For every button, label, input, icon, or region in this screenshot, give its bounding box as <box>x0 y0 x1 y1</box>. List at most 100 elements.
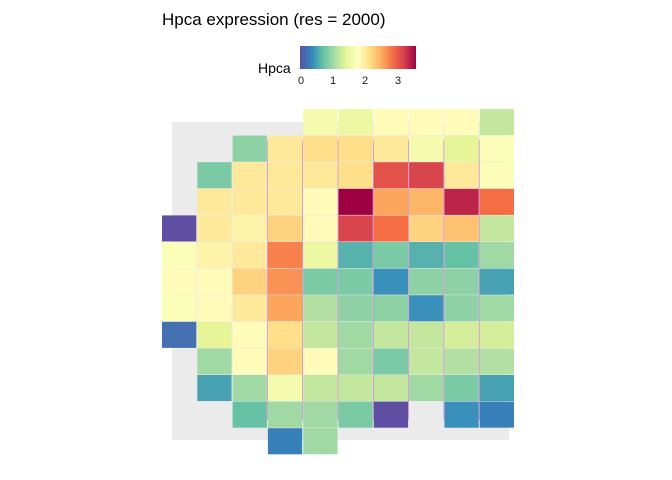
chart-title: Hpca expression (res = 2000) <box>162 10 386 29</box>
heatmap-tile <box>197 321 232 348</box>
heatmap-tile <box>373 242 409 269</box>
heatmap-tile <box>373 215 409 242</box>
heatmap-tile <box>479 135 514 162</box>
heatmap-tile <box>409 375 444 402</box>
heatmap-tile <box>162 321 197 348</box>
heatmap-tile <box>232 401 267 428</box>
heatmap-tile <box>303 321 338 348</box>
heatmap-tile <box>267 162 303 189</box>
heatmap-tile <box>267 268 303 295</box>
legend-title: Hpca <box>258 60 291 76</box>
heatmap-tile <box>444 295 479 322</box>
heatmap-tile <box>197 242 232 269</box>
heatmap-tile <box>444 215 479 242</box>
heatmap-tile <box>373 162 409 189</box>
heatmap-tile <box>232 215 267 242</box>
heatmap-tile <box>162 242 197 269</box>
heatmap-tile <box>197 375 232 402</box>
heatmap-tile <box>444 268 479 295</box>
heatmap-tile <box>338 295 373 322</box>
heatmap-tile <box>303 162 338 189</box>
heatmap-tile <box>197 295 232 322</box>
heatmap-tile <box>409 215 444 242</box>
heatmap-tile <box>444 135 479 162</box>
heatmap-tile <box>303 375 338 402</box>
heatmap-tile <box>338 242 373 269</box>
heatmap-tile <box>338 135 373 162</box>
legend-colorbar <box>300 46 416 69</box>
heatmap-tile <box>232 135 267 162</box>
heatmap-tile <box>267 215 303 242</box>
heatmap-tile <box>197 215 232 242</box>
heatmap-tile <box>479 348 514 375</box>
heatmap-tile <box>409 295 444 322</box>
legend-tick-label: 2 <box>361 75 369 87</box>
heatmap-tile <box>232 348 267 375</box>
heatmap-tile <box>232 295 267 322</box>
heatmap-tile <box>373 135 409 162</box>
heatmap-tile <box>162 215 197 242</box>
heatmap-tile <box>373 348 409 375</box>
heatmap-tile <box>479 188 514 215</box>
heatmap-tile <box>373 188 409 215</box>
legend: Hpca 0 1 2 3 <box>258 44 428 94</box>
heatmap-tile <box>373 375 409 402</box>
heatmap-tile <box>409 135 444 162</box>
heatmap-tile <box>303 188 338 215</box>
heatmap-tile <box>338 348 373 375</box>
heatmap-tile <box>303 135 338 162</box>
heatmap-tile <box>197 188 232 215</box>
legend-tick-label: 0 <box>297 75 305 87</box>
heatmap-tile <box>479 268 514 295</box>
heatmap-tile <box>197 268 232 295</box>
heatmap-tile <box>197 348 232 375</box>
heatmap-tile <box>267 375 303 402</box>
heatmap-tile <box>479 242 514 269</box>
heatmap-tile <box>303 268 338 295</box>
heatmap-tile <box>444 162 479 189</box>
heatmap-tile <box>444 109 479 136</box>
heatmap-tile <box>232 321 267 348</box>
heatmap-tile <box>197 162 232 189</box>
heatmap-tile <box>338 321 373 348</box>
heatmap-tile <box>303 215 338 242</box>
heatmap-tile <box>303 348 338 375</box>
heatmap-tile <box>338 215 373 242</box>
heatmap-tile <box>479 375 514 402</box>
heatmap-tile <box>444 375 479 402</box>
legend-tick-label: 1 <box>329 75 337 87</box>
heatmap-tile <box>409 188 444 215</box>
heatmap-tile <box>479 109 514 136</box>
heatmap-tile <box>162 295 197 322</box>
heatmap-tile <box>444 401 479 428</box>
heatmap-tile <box>373 268 409 295</box>
heatmap-tile <box>373 109 409 136</box>
heatmap-tile <box>232 375 267 402</box>
heatmap-tile <box>267 295 303 322</box>
heatmap-tile <box>373 295 409 322</box>
heatmap-tile <box>267 188 303 215</box>
heatmap-tile <box>479 215 514 242</box>
heatmap-tile <box>162 268 197 295</box>
heatmap-tile <box>409 109 444 136</box>
heatmap-tile <box>373 401 409 428</box>
heatmap-tile <box>338 268 373 295</box>
heatmap-tile <box>267 428 303 455</box>
heatmap-tile <box>444 242 479 269</box>
heatmap-tile <box>409 242 444 269</box>
heatmap-tile <box>303 109 338 136</box>
heatmap-tile <box>303 242 338 269</box>
heatmap-tile <box>479 295 514 322</box>
heatmap-tile <box>409 268 444 295</box>
heatmap-tile <box>267 348 303 375</box>
heatmap-tile <box>409 321 444 348</box>
heatmap-tile <box>373 321 409 348</box>
heatmap-tile <box>338 188 373 215</box>
heatmap-tile <box>267 135 303 162</box>
heatmap-tile <box>232 268 267 295</box>
heatmap-tile <box>267 401 303 428</box>
heatmap-tile <box>409 162 444 189</box>
heatmap-tile <box>409 348 444 375</box>
heatmap-tile <box>338 375 373 402</box>
